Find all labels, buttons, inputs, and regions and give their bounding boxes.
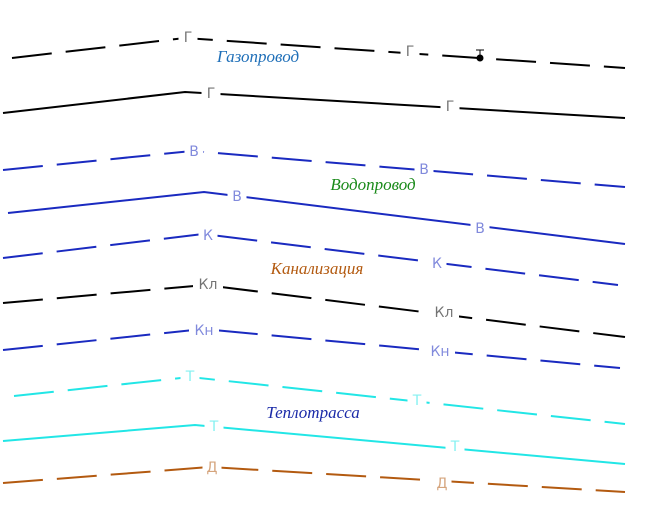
marker-gap [400,43,420,61]
marker-gap [184,143,204,161]
caption: Газопровод [216,47,300,66]
line-marker: Кн [430,344,449,360]
solid-line [2,423,626,465]
caption: Канализация [270,259,364,278]
marker-gap [178,29,198,47]
line-marker: Кн [194,323,213,339]
marker-gap [445,438,465,456]
valve-dot [476,54,484,62]
line-marker: В [232,189,242,205]
line-marker: Д [207,460,218,476]
line-marker: К [432,256,442,272]
marker-gap [432,475,452,493]
marker-gap [193,276,223,294]
line-marker: Кл [435,305,454,321]
caption: Водопровод [330,175,416,194]
line-marker: В [419,162,429,178]
marker-gap [204,418,224,436]
dashed-line [2,283,626,338]
marker-gap [202,459,222,477]
marker-gap [470,220,490,238]
line-marker: Г [184,30,193,46]
line-marker: Т [209,419,219,435]
marker-gap [407,392,427,410]
line-marker: Кл [199,277,218,293]
dashed-line [2,465,626,493]
line-marker: В [475,221,485,237]
marker-gap [189,322,219,340]
line-marker: Т [450,439,460,455]
marker-gap [440,98,460,116]
line-marker: Г [406,44,415,60]
line-marker: К [203,228,213,244]
solid-line [2,90,626,119]
marker-gap [227,188,247,206]
line-marker: Т [185,369,195,385]
line-marker: Г [207,86,216,102]
marker-gap [180,368,200,386]
marker-gap [425,343,455,361]
marker-gap [427,255,447,273]
marker-gap [198,227,218,245]
marker-gap [201,85,221,103]
marker-gap [414,161,434,179]
caption: Теплотрасса [266,403,359,422]
line-marker: Д [437,476,448,492]
line-marker: В [189,144,199,160]
line-marker: Т [412,393,422,409]
markers-group: Г Г Г Г В В В В К К Кл Кл Кн Кн Т Т Т Т Д Д [178,29,490,493]
marker-gap [429,304,459,322]
line-marker: Г [446,99,455,115]
